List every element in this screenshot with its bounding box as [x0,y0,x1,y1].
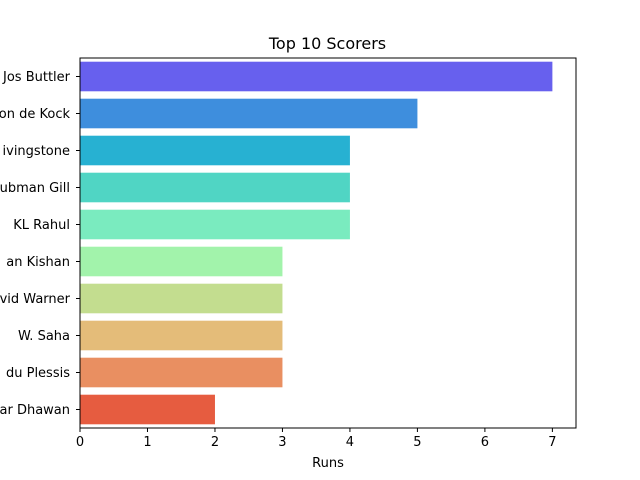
bar-4 [80,209,350,240]
x-tick-label-6: 6 [481,435,489,450]
bar-9 [80,394,215,425]
y-tick-label-7: W. Saha [18,329,70,344]
x-tick-label-2: 2 [211,435,219,450]
x-tick-label-5: 5 [413,435,421,450]
y-tick-labels: Jos Buttler on de Kock ivingstone ubman Gil… [0,70,80,418]
y-tick-label-4: KL Rahul [13,218,70,233]
x-axis-label: Runs [312,456,344,471]
plot-frame [79,57,577,429]
x-tick-label-4: 4 [346,435,354,450]
bar-0 [80,61,553,92]
bar-8 [80,357,283,388]
x-tick-label-7: 7 [548,435,556,450]
bar-7 [80,320,283,351]
bar-2 [80,135,350,166]
y-tick-label-8: du Plessis [6,366,70,381]
bar-3 [80,172,350,203]
y-tick-label-6: vid Warner [0,292,71,307]
bar-5 [80,246,283,277]
x-ticks: 0 1 2 3 4 5 6 7 [76,428,557,450]
x-tick-label-3: 3 [278,435,286,450]
y-tick-label-1: on de Kock [0,107,70,122]
y-tick-label-9: ar Dhawan [0,403,70,418]
y-tick-label-3: ubman Gill [0,181,70,196]
x-tick-label-0: 0 [76,435,84,450]
chart-title: Top 10 Scorers [268,34,386,53]
bars-group [80,61,553,425]
bar-6 [80,283,283,314]
y-tick-label-5: an Kishan [6,255,70,270]
y-tick-label-0: Jos Buttler [2,70,71,85]
y-tick-label-2: ivingstone [3,144,70,159]
x-tick-label-1: 1 [143,435,151,450]
bar-1 [80,98,418,129]
